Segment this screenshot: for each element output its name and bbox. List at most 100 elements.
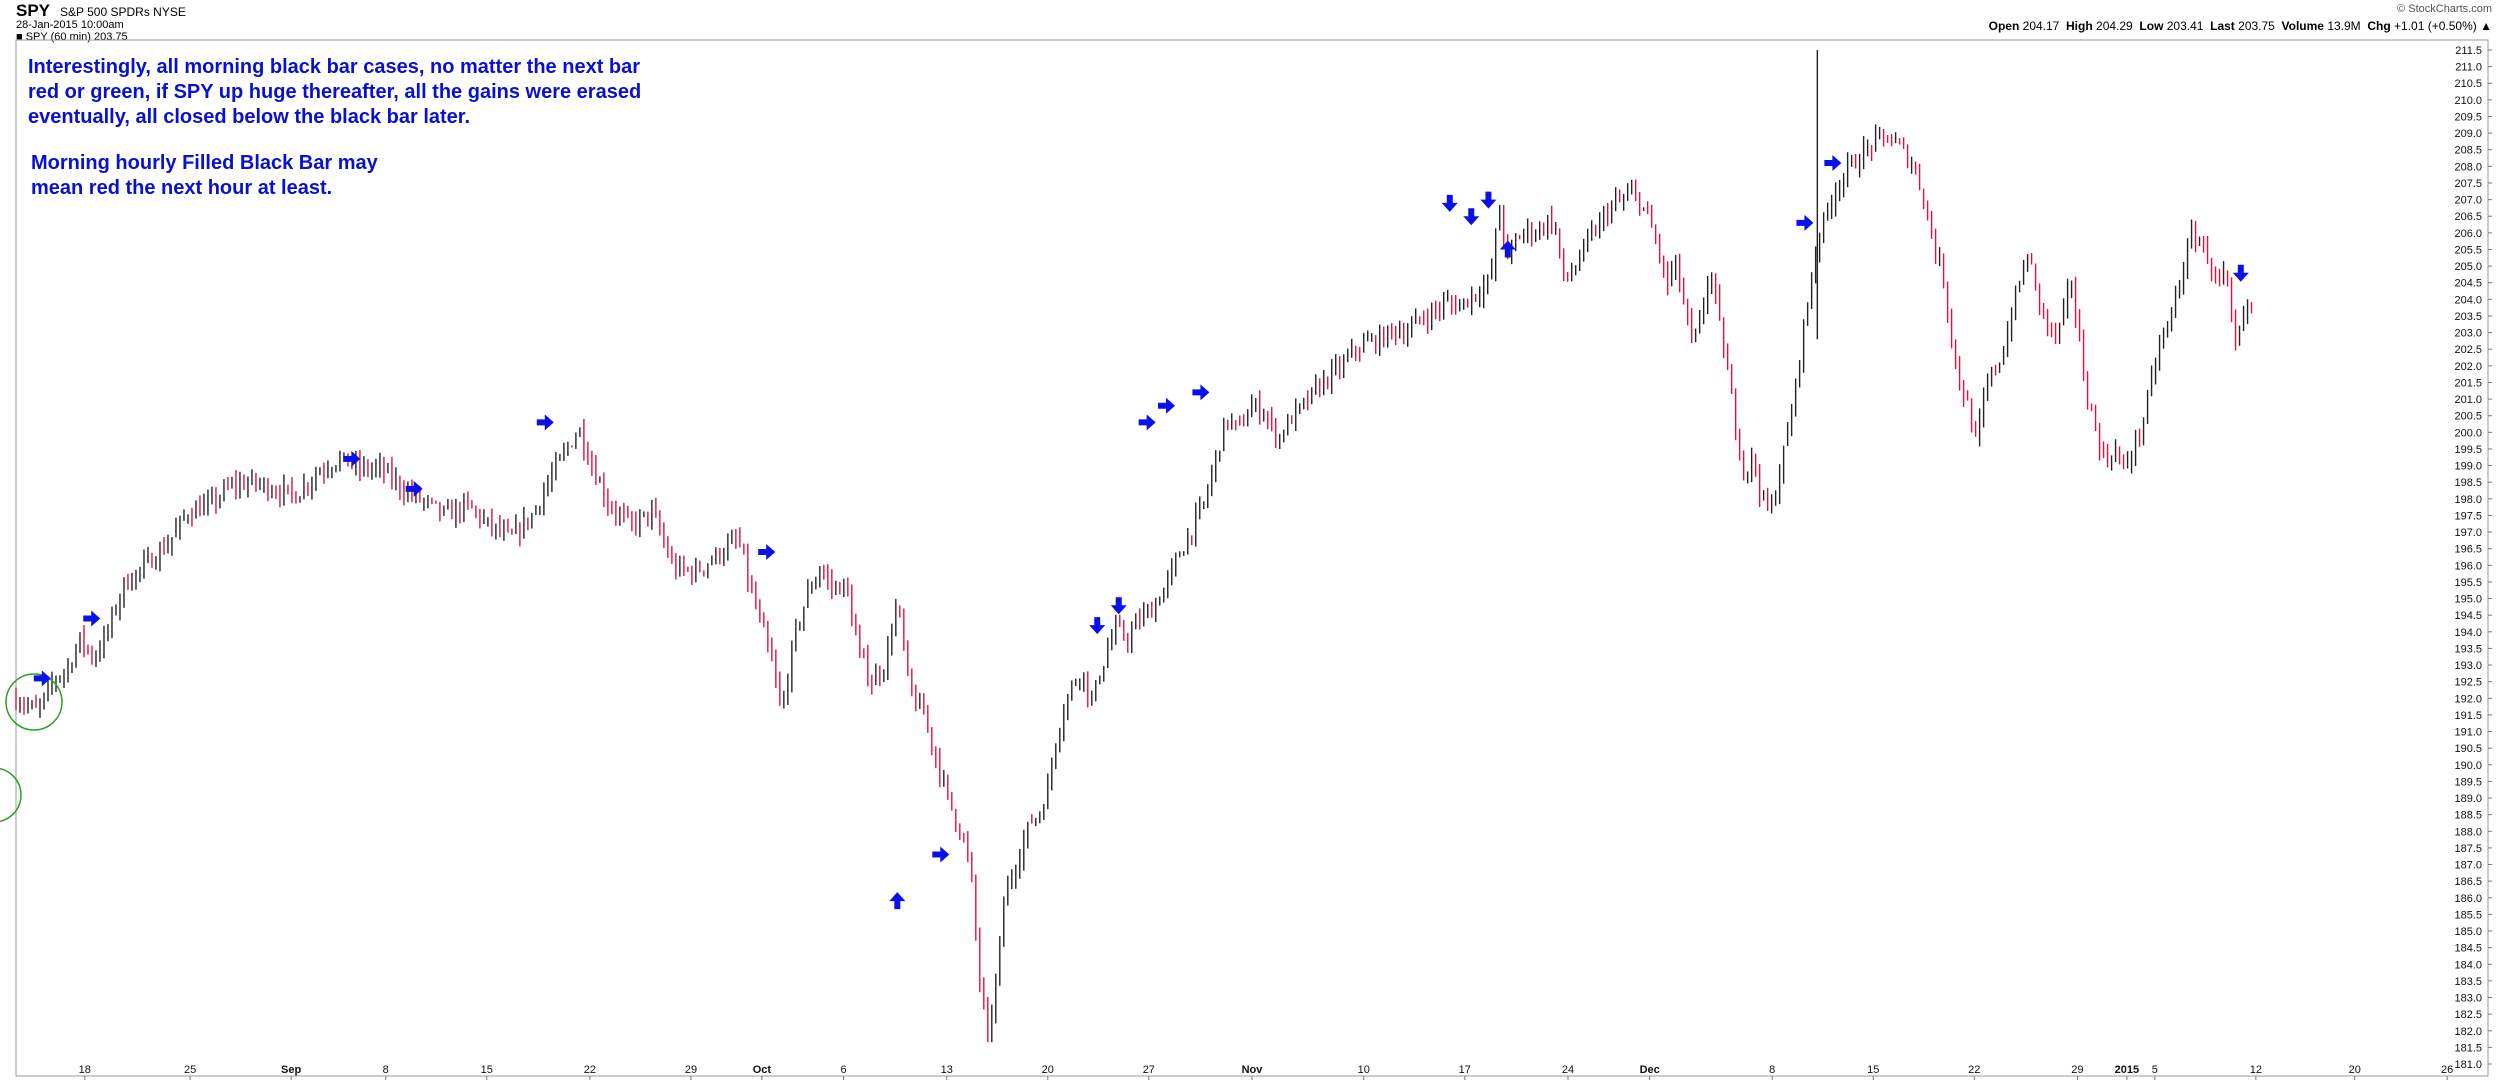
quote-bar: Open 204.17 High 204.29 Low 203.41 Last … bbox=[1989, 19, 2492, 33]
x-tick-label: 13 bbox=[941, 1064, 953, 1076]
y-tick-label: 189.0 bbox=[2454, 793, 2482, 805]
volume-label: Volume bbox=[2281, 19, 2324, 33]
plot-frame bbox=[15, 39, 2489, 1077]
y-tick-label: 198.5 bbox=[2454, 477, 2482, 489]
y-tick-label: 196.5 bbox=[2454, 544, 2482, 556]
y-tick-label: 183.0 bbox=[2454, 993, 2482, 1005]
y-tick-label: 206.5 bbox=[2454, 211, 2482, 223]
y-tick-label: 197.5 bbox=[2454, 510, 2482, 522]
y-tick-label: 196.0 bbox=[2454, 560, 2482, 572]
y-tick-label: 204.5 bbox=[2454, 278, 2482, 290]
open-label: Open bbox=[1988, 19, 2020, 33]
x-tick-label: 25 bbox=[184, 1064, 196, 1076]
y-tick-label: 186.0 bbox=[2454, 893, 2482, 905]
high-value: 204.29 bbox=[2096, 19, 2133, 33]
y-tick-label: 191.0 bbox=[2454, 727, 2482, 739]
x-tick-label: Dec bbox=[1640, 1064, 1660, 1076]
signal-arrow-down bbox=[1089, 617, 1106, 635]
high-label: High bbox=[2066, 19, 2093, 33]
y-tick-label: 203.5 bbox=[2454, 311, 2482, 323]
signal-arrow-down bbox=[1480, 191, 1497, 209]
chg-value: +1.01 (+0.50%) bbox=[2394, 19, 2477, 33]
y-tick-label: 208.0 bbox=[2454, 161, 2482, 173]
y-tick-label: 199.5 bbox=[2454, 444, 2482, 456]
y-tick-label: 191.5 bbox=[2454, 710, 2482, 722]
y-tick-label: 181.5 bbox=[2454, 1042, 2482, 1054]
signal-arrow-right bbox=[83, 610, 101, 627]
x-tick-label: 15 bbox=[481, 1064, 493, 1076]
legend-marker: ■ bbox=[16, 31, 26, 43]
signal-arrow-right bbox=[1796, 214, 1814, 231]
signal-arrow-right bbox=[343, 450, 361, 467]
attribution: © StockCharts.com bbox=[2397, 3, 2492, 15]
y-tick-label: 208.5 bbox=[2454, 145, 2482, 157]
y-axis: 211.5 211.0 210.5 210.0 209.5 209.0 208.5 208.0… bbox=[2454, 45, 2492, 1071]
security-name: S&P 500 SPDRs bbox=[60, 5, 150, 19]
annotation-note-1: Interestingly, all morning black bar cas… bbox=[28, 56, 642, 128]
y-tick-label: 207.0 bbox=[2454, 195, 2482, 207]
price-bars bbox=[15, 50, 2253, 1043]
exchange-name: NYSE bbox=[153, 5, 186, 19]
y-tick-label: 197.0 bbox=[2454, 527, 2482, 539]
low-value: 203.41 bbox=[2166, 19, 2204, 33]
x-tick-label: Sep bbox=[281, 1064, 301, 1076]
x-tick-label: 2015 bbox=[2115, 1064, 2139, 1076]
highlight-circle bbox=[5, 673, 63, 731]
y-tick-label: 203.0 bbox=[2454, 328, 2482, 340]
chg-up-icon: ▲ bbox=[2480, 19, 2492, 33]
ticker-symbol: SPY bbox=[16, 1, 51, 20]
volume-value: 13.9M bbox=[2327, 19, 2361, 33]
x-tick-label: 6 bbox=[841, 1064, 847, 1076]
y-tick-label: 185.0 bbox=[2454, 926, 2482, 938]
y-tick-label: 183.5 bbox=[2454, 976, 2482, 988]
signal-arrow-down bbox=[1441, 194, 1458, 212]
y-tick-label: 209.0 bbox=[2454, 128, 2482, 140]
x-tick-label: 10 bbox=[1358, 1064, 1370, 1076]
signal-arrow-right bbox=[758, 544, 776, 561]
x-tick-label: Oct bbox=[753, 1064, 772, 1076]
y-tick-label: 187.5 bbox=[2454, 843, 2482, 855]
y-tick-label: 210.5 bbox=[2454, 78, 2482, 90]
x-tick-label: 8 bbox=[383, 1064, 389, 1076]
y-tick-label: 205.5 bbox=[2454, 244, 2482, 256]
signal-arrow-right bbox=[932, 846, 950, 863]
signal-arrow-up bbox=[889, 892, 906, 910]
signal-arrow-right bbox=[536, 414, 554, 431]
x-tick-label: 24 bbox=[1562, 1064, 1574, 1076]
y-tick-label: 182.0 bbox=[2454, 1026, 2482, 1038]
x-tick-label: 27 bbox=[1143, 1064, 1155, 1076]
x-tick-label: 8 bbox=[1769, 1064, 1775, 1076]
y-tick-label: 205.0 bbox=[2454, 261, 2482, 273]
x-tick-label: 17 bbox=[1459, 1064, 1471, 1076]
signal-arrow-right bbox=[1824, 155, 1842, 172]
y-tick-label: 190.5 bbox=[2454, 743, 2482, 755]
signal-arrow-right bbox=[1192, 384, 1210, 401]
y-tick-label: 182.5 bbox=[2454, 1009, 2482, 1021]
highlight-circles bbox=[0, 673, 63, 823]
signal-arrow-right bbox=[405, 480, 423, 497]
x-tick-label: 22 bbox=[1968, 1064, 1980, 1076]
x-tick-label: 20 bbox=[1042, 1064, 1054, 1076]
y-tick-label: 188.5 bbox=[2454, 810, 2482, 822]
y-tick-label: 194.0 bbox=[2454, 627, 2482, 639]
y-tick-label: 184.5 bbox=[2454, 943, 2482, 955]
highlight-circle bbox=[0, 767, 22, 823]
x-tick-label: 20 bbox=[2349, 1064, 2361, 1076]
signal-arrow-down bbox=[1463, 208, 1480, 226]
x-tick-label: 26 bbox=[2441, 1064, 2453, 1076]
signal-arrow-right bbox=[1138, 414, 1156, 431]
y-tick-label: 202.5 bbox=[2454, 344, 2482, 356]
y-tick-label: 204.0 bbox=[2454, 294, 2482, 306]
low-label: Low bbox=[2139, 19, 2164, 33]
last-label: Last bbox=[2210, 19, 2235, 33]
y-tick-label: 193.5 bbox=[2454, 643, 2482, 655]
x-tick-label: Nov bbox=[1242, 1064, 1264, 1076]
signal-arrow-right bbox=[33, 670, 51, 687]
last-value: 203.75 bbox=[2238, 19, 2275, 33]
x-tick-label: 12 bbox=[2250, 1064, 2262, 1076]
y-tick-label: 184.0 bbox=[2454, 959, 2482, 971]
y-tick-label: 199.0 bbox=[2454, 461, 2482, 473]
y-tick-label: 211.0 bbox=[2455, 62, 2482, 74]
y-tick-label: 188.0 bbox=[2454, 826, 2482, 838]
